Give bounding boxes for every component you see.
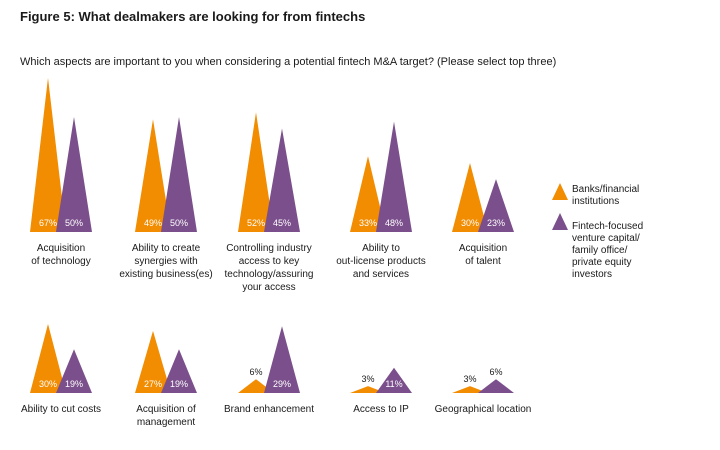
category-label-9: Geographical location <box>435 404 532 415</box>
legend-marker-banks <box>552 183 568 200</box>
category-label-line: and services <box>353 269 409 280</box>
value-label-banks-8: 3% <box>361 374 374 384</box>
bar-fintech-4 <box>478 179 514 232</box>
legend-label-line: Banks/financial <box>572 184 639 195</box>
category-label-line: out-license products <box>336 256 426 267</box>
bar-banks-9 <box>452 386 488 393</box>
bar-banks-8 <box>350 386 386 393</box>
bar-banks-3 <box>350 156 386 232</box>
bar-fintech-5 <box>56 349 92 393</box>
category-label-line: Brand enhancement <box>224 404 314 415</box>
value-label-fintech-9: 6% <box>489 367 502 377</box>
value-label-fintech-8: 11% <box>385 379 402 389</box>
value-label-banks-4: 30% <box>461 218 479 228</box>
bar-banks-1 <box>135 119 171 232</box>
value-label-banks-7: 6% <box>249 367 262 377</box>
category-label-line: Acquisition <box>459 243 507 254</box>
category-label-4: Acquisition of talent <box>459 243 507 267</box>
value-label-banks-9: 3% <box>463 374 476 384</box>
value-label-banks-0: 67% <box>39 218 57 228</box>
category-label-line: Access to IP <box>353 404 409 415</box>
category-label-6: Acquisition of management <box>136 404 196 428</box>
category-label-line: Geographical location <box>435 404 532 415</box>
legend-label-banks: Banks/financial institutions <box>572 184 639 207</box>
bar-fintech-3 <box>376 121 412 232</box>
value-label-banks-5: 30% <box>39 379 57 389</box>
category-label-line: Controlling industry <box>226 243 312 254</box>
category-label-line: access to key <box>239 256 300 267</box>
category-label-line: existing business(es) <box>119 269 212 280</box>
bar-banks-4 <box>452 163 488 232</box>
category-label-line: of talent <box>465 256 501 267</box>
bar-fintech-2 <box>264 128 300 232</box>
bar-banks-0 <box>30 77 66 233</box>
legend-label-line: private equity <box>572 257 631 268</box>
chart-title: Figure 5: What dealmakers are looking fo… <box>20 9 366 24</box>
value-label-fintech-0: 50% <box>65 218 83 228</box>
category-label-5: Ability to cut costs <box>21 404 101 415</box>
category-label-line: Acquisition of <box>136 404 196 415</box>
category-label-7: Brand enhancement <box>224 404 314 415</box>
value-label-banks-1: 49% <box>144 218 162 228</box>
category-label-line: Acquisition <box>37 243 85 254</box>
value-label-fintech-2: 45% <box>273 218 291 228</box>
value-label-fintech-6: 19% <box>170 379 188 389</box>
bar-fintech-7 <box>264 326 300 393</box>
bar-banks-5 <box>30 324 66 393</box>
legend-label-line: Fintech-focused <box>572 221 643 232</box>
bar-banks-6 <box>135 330 171 393</box>
legend-label-line: institutions <box>572 196 619 207</box>
value-label-fintech-7: 29% <box>273 379 291 389</box>
legend-label-line: venture capital/ <box>572 233 640 244</box>
legend-label-line: investors <box>572 269 612 280</box>
bar-fintech-1 <box>161 117 197 232</box>
category-label-3: Ability to out-license products and servic… <box>336 243 426 280</box>
category-label-0: Acquisition of technology <box>31 243 91 267</box>
bar-fintech-9 <box>478 379 514 393</box>
category-label-line: Ability to cut costs <box>21 404 101 415</box>
value-label-fintech-3: 48% <box>385 218 403 228</box>
category-label-2: Controlling industry access to key technol… <box>225 243 314 293</box>
bar-fintech-6 <box>161 349 197 393</box>
category-label-line: management <box>137 417 196 428</box>
category-label-8: Access to IP <box>353 404 409 415</box>
category-label-line: Ability to create <box>132 243 201 254</box>
category-label-1: Ability to create synergies with existing … <box>119 243 212 280</box>
value-label-banks-3: 33% <box>359 218 377 228</box>
category-label-line: of technology <box>31 256 91 267</box>
legend-label-fintech: Fintech-focused venture capital/family of… <box>572 221 643 280</box>
value-label-fintech-1: 50% <box>170 218 188 228</box>
legend-marker-fintech <box>552 213 568 230</box>
value-label-fintech-4: 23% <box>487 218 505 228</box>
bar-fintech-0 <box>56 117 92 232</box>
bar-fintech-8 <box>376 367 412 393</box>
value-label-fintech-5: 19% <box>65 379 83 389</box>
category-label-line: synergies with <box>134 256 197 267</box>
category-label-line: your access <box>242 282 295 293</box>
bar-banks-2 <box>238 112 274 232</box>
legend-label-line: family office/ <box>572 245 628 256</box>
category-label-line: Ability to <box>362 243 400 254</box>
value-label-banks-2: 52% <box>247 218 265 228</box>
value-label-banks-6: 27% <box>144 379 162 389</box>
survey-question: Which aspects are important to you when … <box>20 56 557 68</box>
category-label-line: technology/assuring <box>225 269 314 280</box>
